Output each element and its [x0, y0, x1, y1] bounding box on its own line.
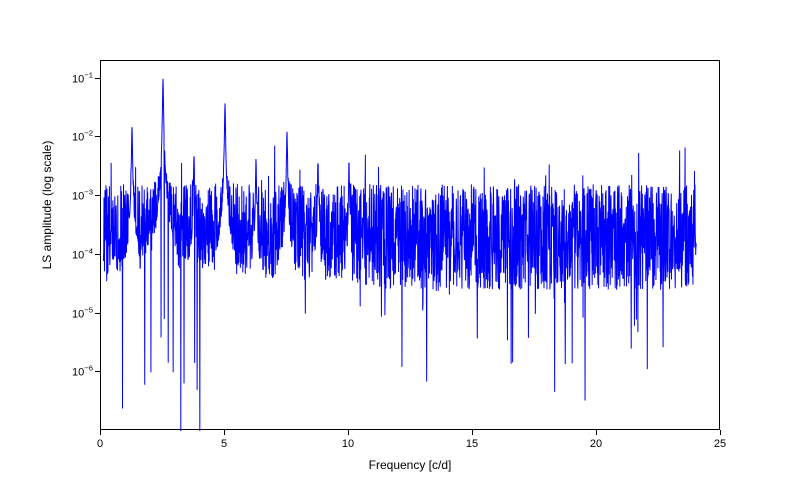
y-tick-label: 10−6 [55, 364, 93, 379]
x-tick-label: 5 [221, 438, 227, 450]
y-axis-label: LS amplitude (log scale) [40, 105, 54, 305]
plot-area [100, 60, 720, 430]
x-tick-mark [100, 430, 101, 435]
y-tick-mark [95, 371, 100, 372]
y-tick-mark [95, 254, 100, 255]
x-tick-mark [596, 430, 597, 435]
y-tick-mark [95, 313, 100, 314]
x-tick-mark [472, 430, 473, 435]
x-tick-label: 25 [714, 438, 726, 450]
x-tick-label: 15 [466, 438, 478, 450]
y-tick-label: 10−4 [55, 247, 93, 262]
x-tick-label: 20 [590, 438, 602, 450]
x-tick-mark [348, 430, 349, 435]
data-series [101, 61, 721, 431]
y-tick-label: 10−5 [55, 305, 93, 320]
x-axis-label: Frequency [c/d] [100, 458, 720, 472]
y-tick-mark [95, 78, 100, 79]
y-tick-label: 10−1 [55, 70, 93, 85]
y-tick-label: 10−2 [55, 129, 93, 144]
x-tick-label: 10 [342, 438, 354, 450]
periodogram-chart: 0 5 10 15 20 25 10−6 10−5 10−4 10−3 10−2 10−1 Freq… [0, 0, 800, 500]
x-tick-mark [720, 430, 721, 435]
y-tick-label: 10−3 [55, 188, 93, 203]
y-tick-mark [95, 195, 100, 196]
series-line [103, 79, 696, 431]
x-tick-label: 0 [97, 438, 103, 450]
x-tick-mark [224, 430, 225, 435]
y-tick-mark [95, 136, 100, 137]
